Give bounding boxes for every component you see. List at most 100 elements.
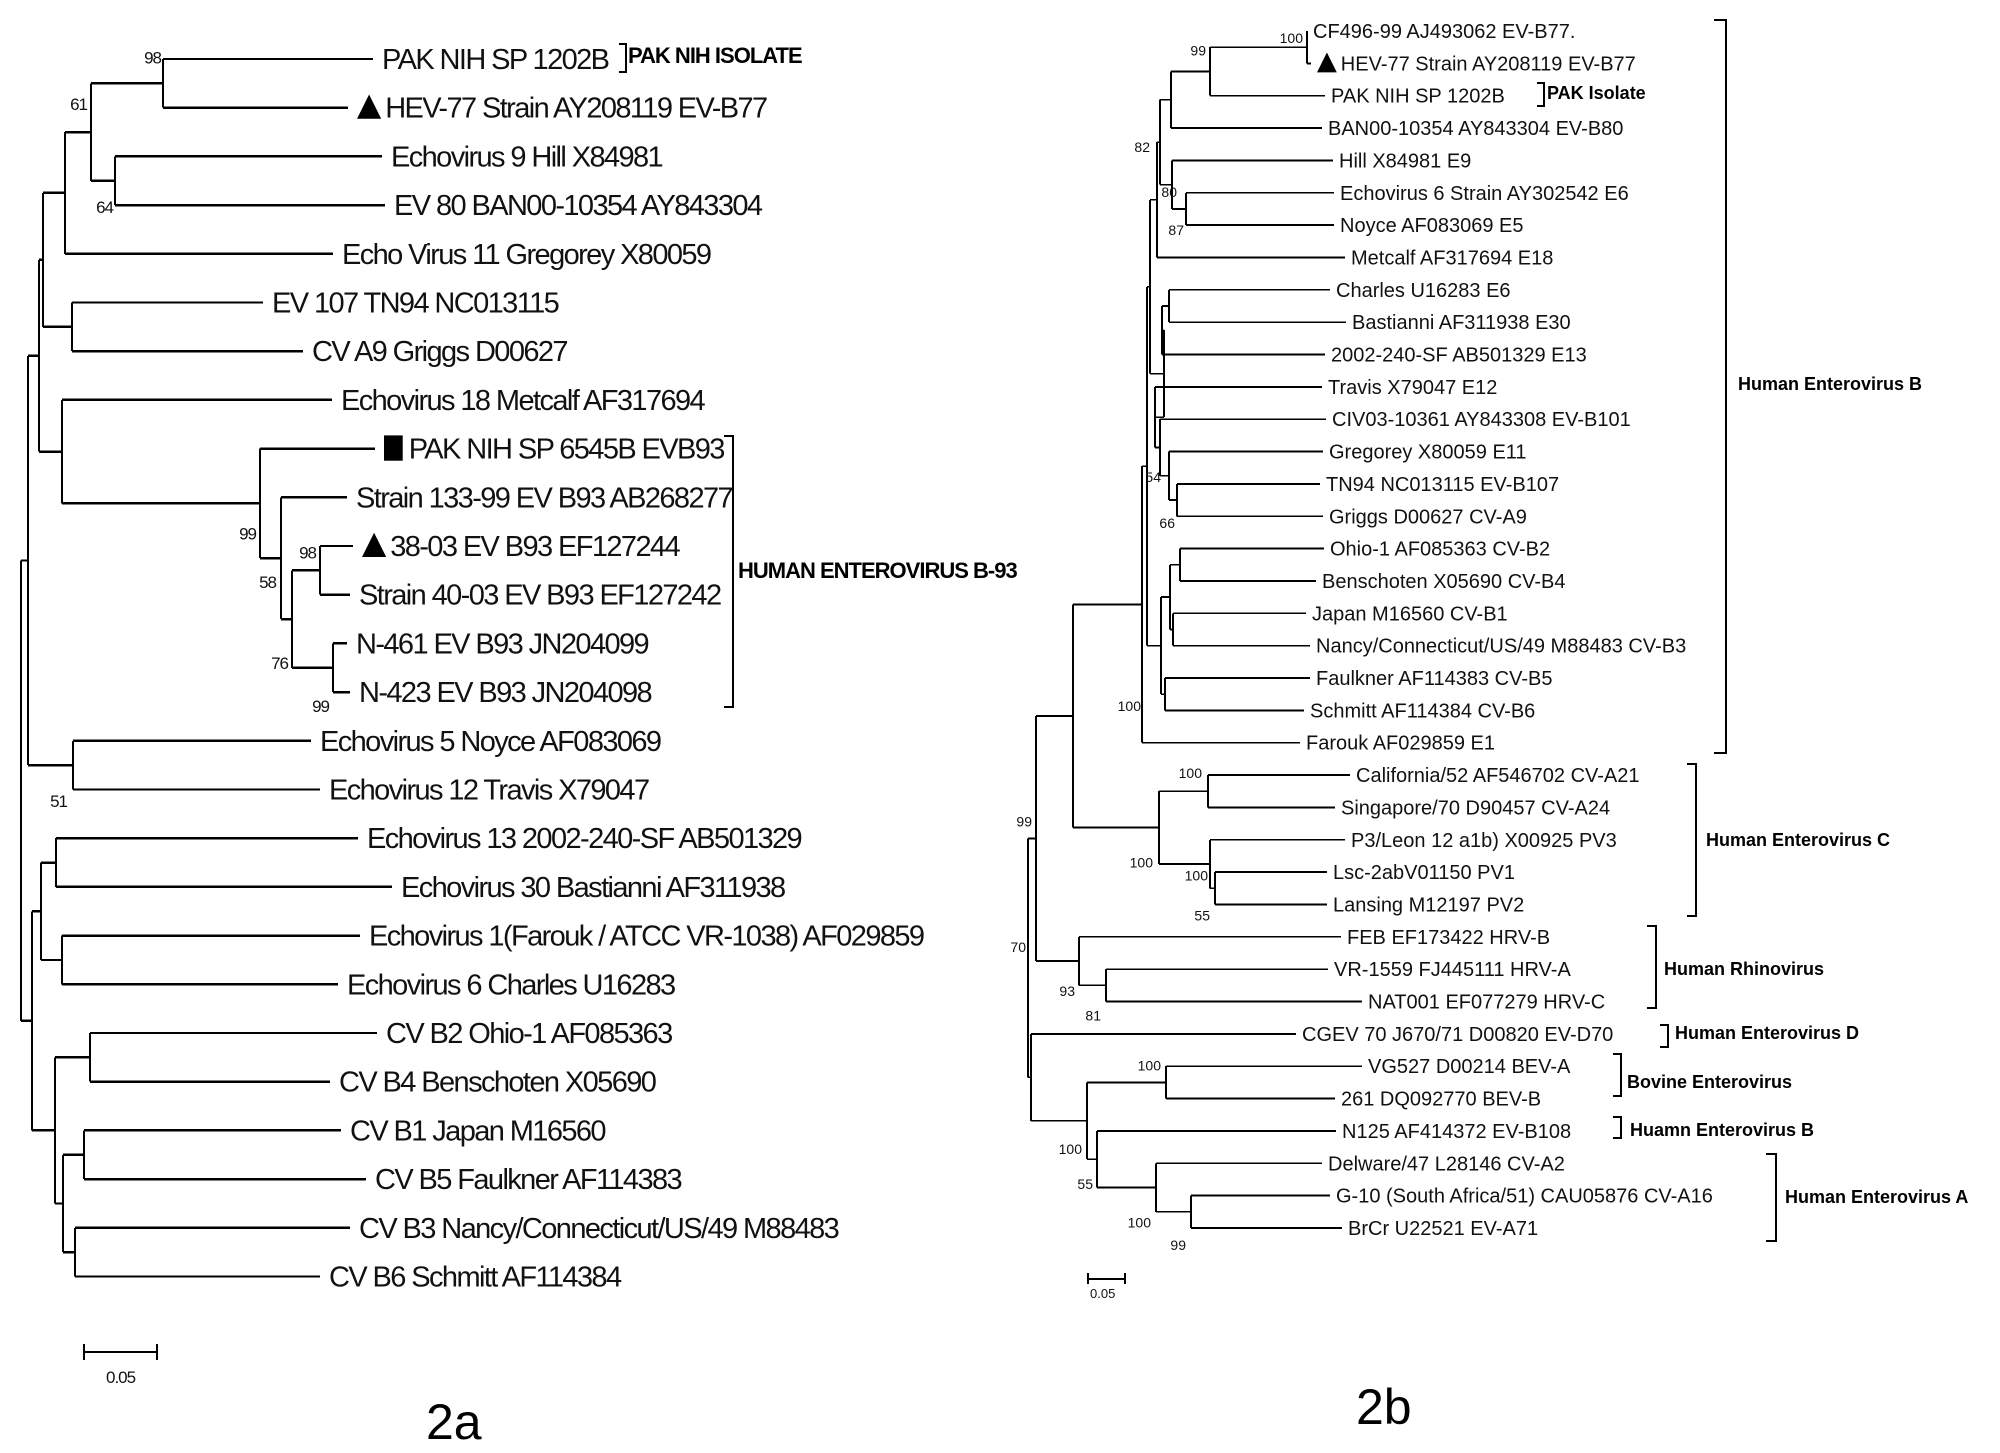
triangle-marker-icon — [362, 532, 387, 557]
taxon-label: CV B4 Benschoten X05690 — [339, 1067, 656, 1099]
clade-bracket-human-enterovirus-b93: HUMAN ENTEROVIRUS B-93 — [724, 434, 1018, 709]
bootstrap-value: 51 — [50, 792, 67, 811]
clade-label-human-enterovirus-c: Human Enterovirus C — [1706, 830, 1890, 850]
scale-bar-2a: 0.05 — [82, 1344, 159, 1387]
triangle-marker-icon — [1317, 52, 1337, 73]
taxon-label: Echovirus 6 Strain AY302542 E6 — [1340, 183, 1629, 205]
clade-label-human-enterovirus-d: Human Enterovirus D — [1675, 1023, 1859, 1043]
taxon-label: Echovirus 1(Farouk / ATCC VR-1038) AF029… — [369, 921, 924, 953]
bootstrap-value: 76 — [271, 654, 288, 673]
taxon-label: 261 DQ092770 BEV-B — [1341, 1089, 1541, 1111]
clade-bracket-human-enterovirus-d: Human Enterovirus D — [1660, 1023, 1859, 1048]
taxon-label: Farouk AF029859 E1 — [1306, 733, 1495, 755]
taxon-label: Bastianni AF311938 E30 — [1352, 312, 1571, 334]
bootstrap-value: 100 — [1179, 765, 1203, 781]
taxon-label: Faulkner AF114383 CV-B5 — [1316, 668, 1552, 690]
taxon-label: Metcalf AF317694 E18 — [1351, 247, 1553, 269]
bracket-human-enterovirus-a — [1766, 1153, 1777, 1242]
taxon-label: Travis X79047 E12 — [1328, 377, 1497, 399]
square-marker-icon — [384, 435, 403, 461]
taxon-label: Japan M16560 CV-B1 — [1312, 603, 1508, 625]
taxon-label: Benschoten X05690 CV-B4 — [1322, 571, 1566, 593]
bootstrap-value: 55 — [1194, 907, 1210, 923]
bootstrap-value: 54 — [1145, 469, 1161, 485]
clade-label-pak-isolate: PAK Isolate — [1547, 83, 1646, 103]
taxon-label: CV B3 Nancy/Connecticut/US/49 M88483 — [359, 1213, 839, 1245]
bootstrap-value: 99 — [1016, 814, 1032, 830]
bootstrap-value: 100 — [1059, 1141, 1083, 1157]
taxon-label: Strain 133-99 EV B93 AB268277 — [356, 482, 732, 514]
taxon-label: BrCr U22521 EV-A71 — [1348, 1218, 1538, 1240]
clade-bracket-human-enterovirus-a: Human Enterovirus A — [1766, 1153, 1968, 1242]
bracket-human-rhinovirus — [1647, 925, 1657, 1009]
bracket-pak-nih-isolate — [619, 42, 628, 74]
clade-bracket-pak-isolate: PAK Isolate — [1537, 82, 1646, 107]
taxon-label: EV 80 BAN00-10354 AY843304 — [394, 190, 763, 222]
taxon-label: EV 107 TN94 NC013115 — [272, 288, 559, 320]
bootstrap-value: 100 — [1185, 867, 1209, 883]
taxon-label: CV A9 Griggs D00627 — [312, 336, 567, 368]
taxon-label: CV B1 Japan M16560 — [350, 1115, 605, 1147]
taxon-label: Gregorey X80059 E11 — [1329, 442, 1527, 464]
taxon-label: G-10 (South Africa/51) CAU05876 CV-A16 — [1336, 1186, 1713, 1208]
clade-label-bovine-enterovirus: Bovine Enterovirus — [1627, 1072, 1792, 1092]
taxon-label: N-461 EV B93 JN204099 — [356, 628, 649, 660]
taxon-label: Hill X84981 E9 — [1339, 150, 1471, 172]
bootstrap-value: 82 — [1134, 139, 1150, 155]
taxon-label: N125 AF414372 EV-B108 — [1342, 1121, 1571, 1143]
taxon-label: PAK NIH SP 6545B EVB93 — [409, 434, 725, 466]
taxon-label: Strain 40-03 EV B93 EF127242 — [359, 580, 721, 612]
clade-label-human-enterovirus-b93: HUMAN ENTEROVIRUS B-93 — [738, 558, 1017, 583]
taxon-label: Echovirus 9 Hill X84981 — [391, 141, 663, 173]
bootstrap-value: 70 — [1010, 939, 1026, 955]
bracket-human-enterovirus-d — [1660, 1024, 1669, 1048]
bracket-huamn-enterovirus-b — [1613, 1116, 1622, 1139]
taxon-label: Ohio-1 AF085363 CV-B2 — [1330, 539, 1550, 561]
bootstrap-value: 99 — [1190, 42, 1206, 58]
taxon-label: VR-1559 FJ445111 HRV-A — [1334, 959, 1571, 981]
bracket-pak-isolate — [1537, 82, 1545, 107]
clade-bracket-bovine-enterovirus: Bovine Enterovirus — [1613, 1053, 1792, 1097]
taxon-label: Griggs D00627 CV-A9 — [1329, 506, 1527, 528]
bracket-human-enterovirus-c — [1687, 763, 1697, 917]
taxon-label: 2002-240-SF AB501329 E13 — [1331, 345, 1587, 367]
taxon-label: BAN00-10354 AY843304 EV-B80 — [1328, 118, 1623, 140]
taxon-label: Schmitt AF114384 CV-B6 — [1310, 700, 1535, 722]
bootstrap-value: 100 — [1128, 1215, 1152, 1231]
bootstrap-value: 61 — [70, 95, 87, 114]
bootstrap-value: 100 — [1280, 30, 1304, 46]
taxon-label: PAK NIH SP 1202B — [382, 44, 609, 76]
panel-label-2a: 2a — [426, 1394, 482, 1450]
taxon-label: PAK NIH SP 1202B — [1331, 86, 1505, 108]
taxon-label: CV B6 Schmitt AF114384 — [329, 1262, 622, 1294]
clade-label-human-rhinovirus: Human Rhinovirus — [1664, 959, 1824, 979]
taxon-label: VG527 D00214 BEV-A — [1368, 1056, 1571, 1078]
taxon-label: Noyce AF083069 E5 — [1340, 215, 1523, 237]
bootstrap-value: 99 — [239, 524, 256, 543]
taxon-label: California/52 AF546702 CV-A21 — [1356, 765, 1640, 787]
taxon-label: Lansing M12197 PV2 — [1333, 894, 1524, 916]
clade-bracket-human-enterovirus-b: Human Enterovirus B — [1714, 19, 1922, 754]
bootstrap-value: 55 — [1077, 1176, 1093, 1192]
bootstrap-value: 66 — [1159, 515, 1175, 531]
taxon-label: Echovirus 5 Noyce AF083069 — [320, 726, 661, 758]
bootstrap-value: 100 — [1138, 1057, 1162, 1073]
tree-2b: 70 99 100 54 82 80 99 100 CF496-99 AJ493062 EV-B… — [1010, 21, 1712, 1253]
taxon-label: HEV-77 Strain AY208119 EV-B77 — [1341, 53, 1636, 75]
taxon-label: Charles U16283 E6 — [1336, 280, 1511, 302]
scale-bar-2b: 0.05 — [1087, 1273, 1126, 1301]
bootstrap-value: 80 — [1161, 184, 1177, 200]
taxon-label: Echovirus 13 2002-240-SF AB501329 — [367, 823, 802, 855]
taxon-label: P3/Leon 12 a1b) X00925 PV3 — [1351, 830, 1617, 852]
bracket-human-enterovirus-b93 — [724, 434, 735, 709]
clade-bracket-pak-nih-isolate: PAK NIH ISOLATE — [619, 42, 803, 74]
taxon-label: Echovirus 30 Bastianni AF311938 — [401, 872, 785, 904]
bootstrap-value: 81 — [1085, 1007, 1101, 1023]
scale-bar-2b-line — [1087, 1273, 1126, 1284]
clade-label-huamn-enterovirus-b: Huamn Enterovirus B — [1630, 1120, 1814, 1140]
taxon-label: TN94 NC013115 EV-B107 — [1326, 474, 1559, 496]
bootstrap-value: 100 — [1118, 698, 1142, 714]
bootstrap-value: 98 — [299, 543, 316, 562]
bracket-bovine-enterovirus — [1613, 1053, 1622, 1097]
taxon-label: HEV-77 Strain AY208119 EV-B77 — [385, 93, 767, 125]
